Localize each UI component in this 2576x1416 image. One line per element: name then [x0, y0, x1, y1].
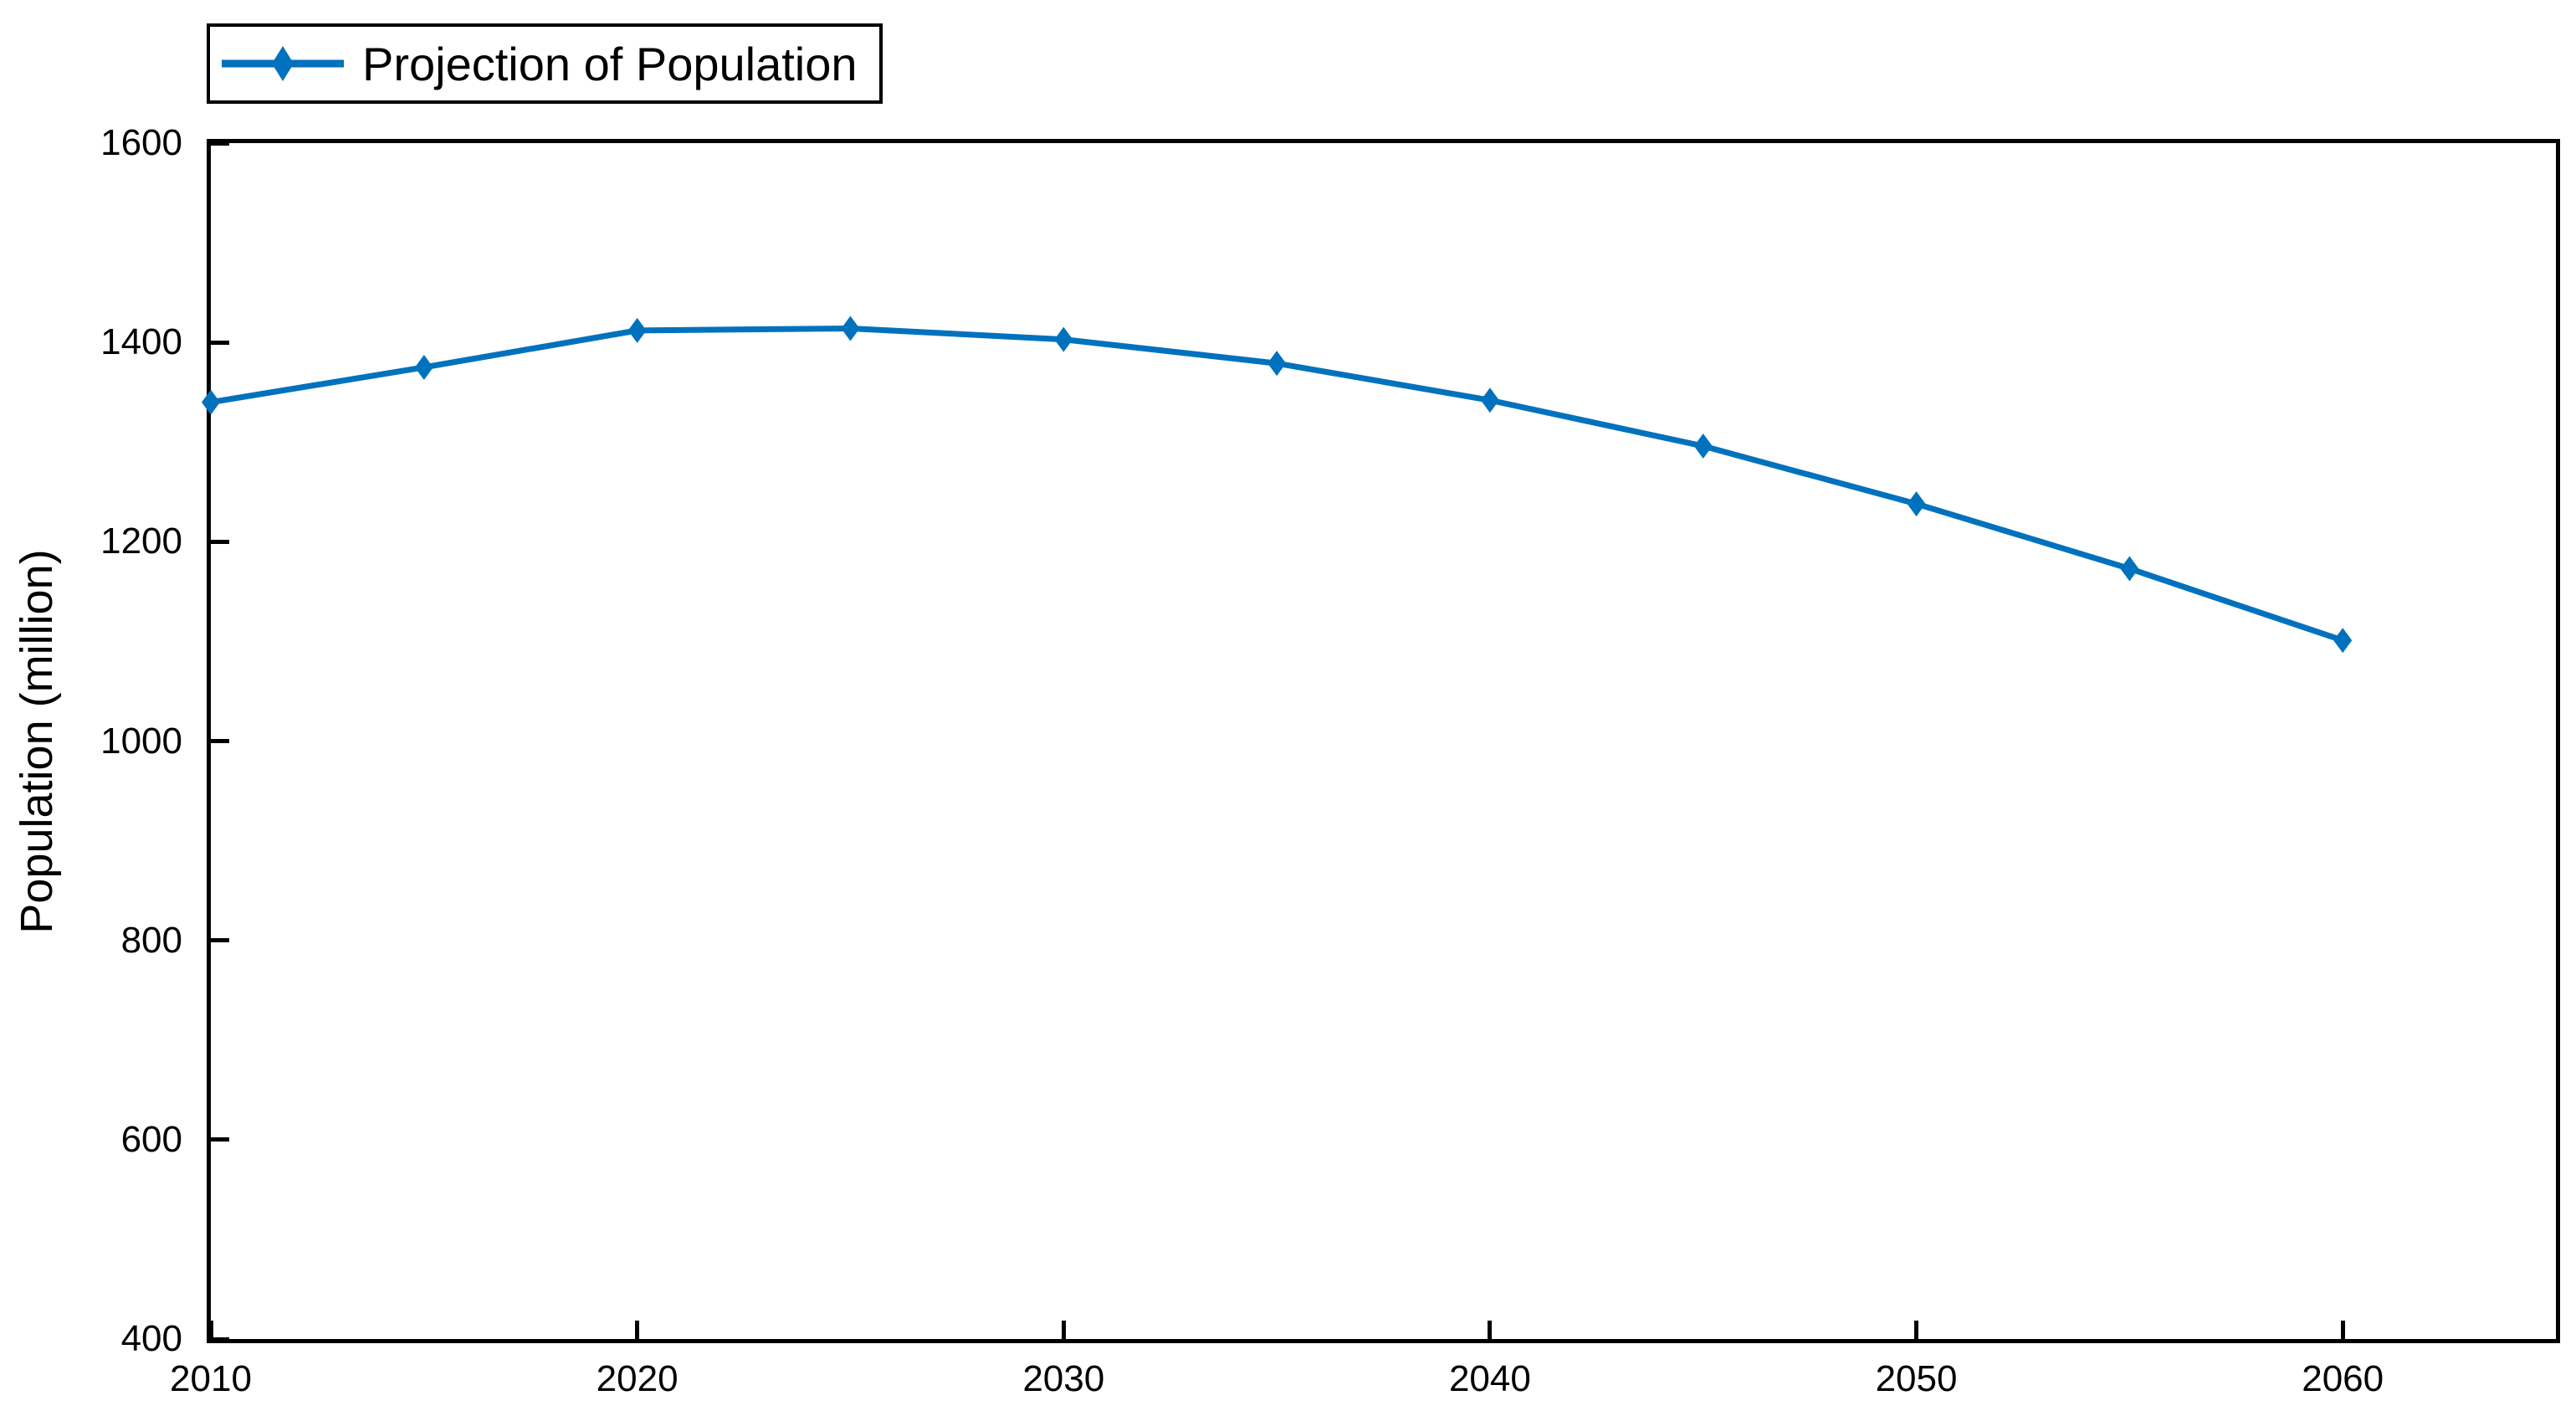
y-tick-label: 800: [120, 919, 182, 961]
data-point-marker: [2333, 628, 2353, 654]
y-tick-mark: [211, 1336, 229, 1342]
data-point-marker: [414, 354, 433, 380]
x-tick-mark: [208, 1321, 213, 1339]
legend: Projection of Population: [207, 23, 883, 104]
y-tick-label: 1600: [100, 122, 182, 163]
x-tick-mark: [635, 1321, 640, 1339]
y-tick-label: 600: [120, 1118, 182, 1160]
x-tick-label: 2030: [1022, 1358, 1105, 1399]
series-svg: [202, 316, 2353, 654]
y-tick-mark: [211, 739, 229, 743]
x-tick-label: 2010: [170, 1358, 252, 1399]
data-point-marker: [841, 316, 860, 341]
data-point-marker: [2120, 556, 2139, 582]
y-axis-title: Population (million): [12, 549, 62, 934]
data-point-marker: [1907, 491, 1926, 517]
data-point-marker: [1693, 434, 1713, 459]
data-point-marker: [1268, 351, 1287, 377]
x-tick-label: 2040: [1448, 1358, 1531, 1399]
data-point-marker: [202, 389, 220, 415]
data-point-marker: [1480, 387, 1499, 413]
y-tick-label: 1200: [100, 521, 182, 562]
data-point-marker: [627, 317, 647, 343]
y-tick-label: 1000: [100, 720, 182, 762]
x-tick-label: 2050: [1875, 1358, 1958, 1399]
x-tick-label: 2020: [596, 1358, 679, 1399]
diamond-marker-icon: [272, 46, 294, 81]
x-tick-label: 2060: [2302, 1358, 2384, 1399]
y-tick-mark: [211, 340, 229, 345]
legend-label: Projection of Population: [362, 37, 858, 90]
legend-line-sample: [222, 46, 344, 81]
y-tick-mark: [211, 938, 229, 943]
y-tick-mark: [211, 141, 229, 146]
y-tick-label: 400: [120, 1318, 182, 1359]
x-tick-mark: [1061, 1321, 1066, 1339]
x-tick-mark: [1914, 1321, 1919, 1339]
y-tick-mark: [211, 1137, 229, 1142]
y-tick-mark: [211, 539, 229, 544]
plot-area: 2010 2020 2030 2040 2050 2060 400 600 800 1000 120…: [100, 125, 2560, 1398]
x-tick-mark: [1488, 1321, 1493, 1339]
x-tick-mark: [2340, 1321, 2345, 1339]
y-tick-label: 1400: [100, 321, 182, 363]
data-point-marker: [1054, 326, 1073, 352]
